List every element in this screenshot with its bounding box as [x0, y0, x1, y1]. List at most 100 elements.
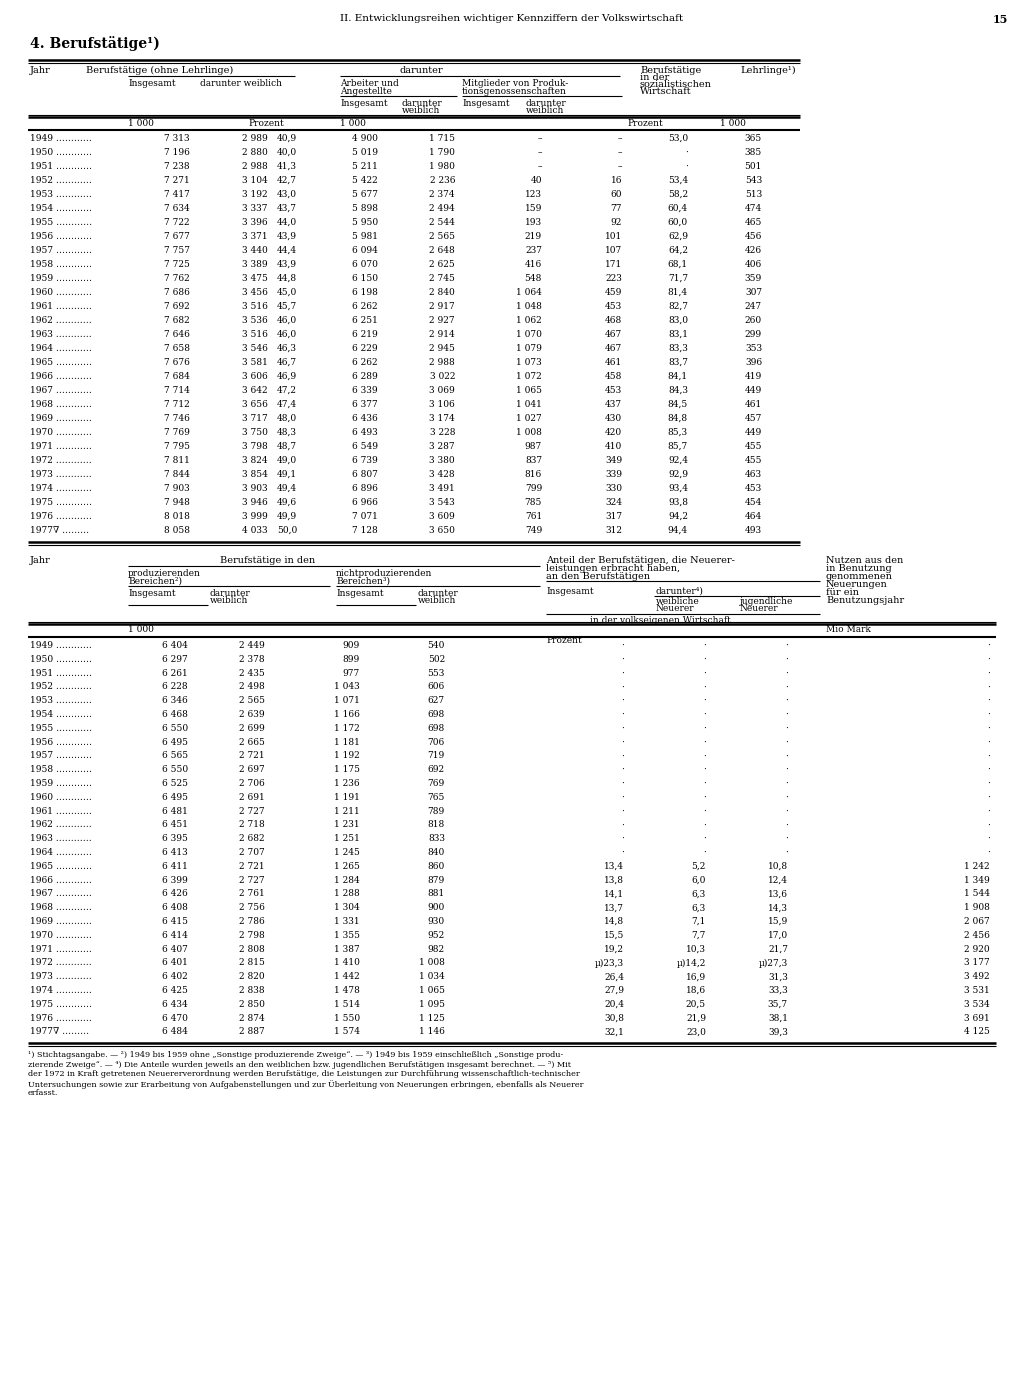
- Text: Jahr: Jahr: [30, 66, 51, 74]
- Text: 2 914: 2 914: [429, 329, 455, 339]
- Text: Neuerer: Neuerer: [656, 604, 694, 613]
- Text: 3 824: 3 824: [243, 456, 268, 464]
- Text: 7 725: 7 725: [164, 260, 190, 269]
- Text: 92: 92: [610, 218, 622, 227]
- Text: 456: 456: [744, 232, 762, 241]
- Text: –: –: [617, 163, 622, 171]
- Text: ·: ·: [622, 847, 624, 857]
- Text: 1 514: 1 514: [334, 1000, 360, 1009]
- Text: 107: 107: [605, 247, 622, 255]
- Text: 3 903: 3 903: [243, 484, 268, 493]
- Text: 1 146: 1 146: [419, 1028, 445, 1036]
- Text: 833: 833: [428, 834, 445, 843]
- Text: 7 684: 7 684: [164, 372, 190, 380]
- Text: 4. Berufstätige¹): 4. Berufstätige¹): [30, 36, 160, 51]
- Text: 1 008: 1 008: [516, 429, 542, 437]
- Text: ·: ·: [987, 668, 990, 678]
- Text: 6 229: 6 229: [352, 344, 378, 353]
- Text: 1 079: 1 079: [516, 344, 542, 353]
- Text: 2 374: 2 374: [429, 190, 455, 198]
- Text: 7 682: 7 682: [164, 316, 190, 325]
- Text: 416: 416: [524, 260, 542, 269]
- Text: 1 284: 1 284: [334, 875, 360, 885]
- Text: 2 838: 2 838: [240, 987, 265, 995]
- Text: 899: 899: [343, 655, 360, 664]
- Text: 5 019: 5 019: [352, 147, 378, 157]
- Text: 6,3: 6,3: [692, 903, 706, 912]
- Text: 1962 …………: 1962 …………: [30, 820, 92, 830]
- Text: an den Berufstätigen: an den Berufstätigen: [546, 572, 650, 582]
- Text: 453: 453: [605, 386, 622, 395]
- Text: 2 786: 2 786: [240, 916, 265, 926]
- Text: 6 395: 6 395: [162, 834, 188, 843]
- Text: 4 125: 4 125: [965, 1028, 990, 1036]
- Text: 6 198: 6 198: [352, 288, 378, 298]
- Text: ·: ·: [785, 641, 788, 650]
- Text: 1954 …………: 1954 …………: [30, 204, 92, 214]
- Text: 1 048: 1 048: [516, 302, 542, 311]
- Text: 3 946: 3 946: [243, 497, 268, 507]
- Text: ·: ·: [622, 668, 624, 678]
- Text: 719: 719: [428, 751, 445, 761]
- Text: 1954 …………: 1954 …………: [30, 710, 92, 719]
- Text: ·: ·: [785, 834, 788, 843]
- Text: ·: ·: [622, 710, 624, 719]
- Text: 453: 453: [744, 484, 762, 493]
- Text: 6 411: 6 411: [162, 861, 188, 871]
- Text: ·: ·: [785, 751, 788, 761]
- Text: Berufstätige (ohne Lehrlinge): Berufstätige (ohne Lehrlinge): [86, 66, 233, 76]
- Text: 468: 468: [605, 316, 622, 325]
- Text: 7 128: 7 128: [352, 526, 378, 535]
- Text: in Benutzung: in Benutzung: [826, 564, 892, 573]
- Text: 16: 16: [610, 176, 622, 185]
- Text: 437: 437: [605, 400, 622, 409]
- Text: 123: 123: [525, 190, 542, 198]
- Text: 2 665: 2 665: [240, 737, 265, 747]
- Text: Mitglieder von Produk-: Mitglieder von Produk-: [462, 79, 568, 88]
- Text: 1 387: 1 387: [334, 944, 360, 954]
- Text: 8 018: 8 018: [164, 513, 190, 521]
- Text: ·: ·: [987, 696, 990, 706]
- Text: 3 396: 3 396: [243, 218, 268, 227]
- Text: 2 625: 2 625: [429, 260, 455, 269]
- Text: 2 798: 2 798: [240, 930, 265, 940]
- Text: 982: 982: [428, 944, 445, 954]
- Text: Insgesamt: Insgesamt: [340, 99, 388, 107]
- Text: 1 304: 1 304: [334, 903, 360, 912]
- Text: ·: ·: [785, 723, 788, 733]
- Text: 14,1: 14,1: [604, 889, 624, 898]
- Text: 1952 …………: 1952 …………: [30, 176, 92, 185]
- Text: ·: ·: [703, 682, 706, 692]
- Text: 6 426: 6 426: [162, 889, 188, 898]
- Text: 1 265: 1 265: [334, 861, 360, 871]
- Text: 1971 …………: 1971 …………: [30, 442, 92, 451]
- Text: ·: ·: [622, 806, 624, 816]
- Text: 48,0: 48,0: [276, 413, 297, 423]
- Text: 1959 …………: 1959 …………: [30, 274, 92, 282]
- Text: ·: ·: [685, 163, 688, 171]
- Text: 1951 …………: 1951 …………: [30, 163, 92, 171]
- Text: ·: ·: [785, 847, 788, 857]
- Text: 1952 …………: 1952 …………: [30, 682, 92, 692]
- Text: 765: 765: [428, 792, 445, 802]
- Text: 7 746: 7 746: [164, 413, 190, 423]
- Text: nichtproduzierenden: nichtproduzierenden: [336, 569, 432, 577]
- Text: 339: 339: [605, 470, 622, 480]
- Text: 324: 324: [605, 497, 622, 507]
- Text: Arbeiter und: Arbeiter und: [340, 79, 398, 88]
- Text: weibliche: weibliche: [656, 597, 699, 606]
- Text: 2 850: 2 850: [240, 1000, 265, 1009]
- Text: 2 989: 2 989: [243, 134, 268, 143]
- Text: 6 261: 6 261: [162, 668, 188, 678]
- Text: 7 658: 7 658: [164, 344, 190, 353]
- Text: 6 484: 6 484: [162, 1028, 188, 1036]
- Text: 1967 …………: 1967 …………: [30, 889, 92, 898]
- Text: 49,6: 49,6: [276, 497, 297, 507]
- Text: 58,2: 58,2: [668, 190, 688, 198]
- Text: 420: 420: [605, 429, 622, 437]
- Text: 3 534: 3 534: [965, 1000, 990, 1009]
- Text: 6 896: 6 896: [352, 484, 378, 493]
- Text: 6 481: 6 481: [162, 806, 188, 816]
- Text: 15,9: 15,9: [768, 916, 788, 926]
- Text: 1 065: 1 065: [516, 386, 542, 395]
